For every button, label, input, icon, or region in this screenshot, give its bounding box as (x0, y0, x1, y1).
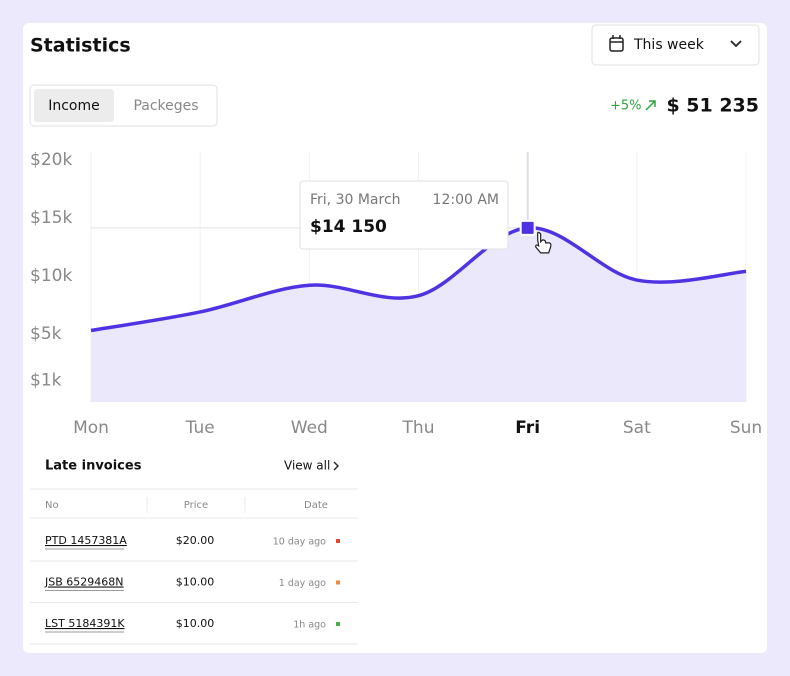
period-label: This week (633, 37, 705, 53)
y-tick-label: $5k (30, 324, 62, 344)
x-tick-label: Wed (291, 418, 328, 438)
y-tick-label: $10k (30, 266, 72, 286)
y-tick-label: $1k (30, 370, 62, 390)
date: 1h ago (293, 620, 326, 631)
total: $ 51 235 (666, 95, 759, 117)
column-header: Price (184, 500, 208, 511)
tooltip-date: Fri, 30 March (310, 192, 401, 208)
line (90, 226, 747, 333)
column-header: No (45, 500, 59, 511)
x-tick-label: Mon (73, 418, 109, 438)
column-header: Date (304, 500, 328, 511)
change: +5% (610, 99, 642, 114)
invoice-no: JSB 6529468N (44, 576, 124, 589)
status-dot (336, 580, 340, 585)
invoice-no: PTD 1457381A (45, 534, 127, 547)
y-tick-label: $20k (30, 150, 72, 170)
chevron (333, 461, 339, 471)
tab[interactable]: Income (48, 98, 100, 114)
tab[interactable]: Packeges (133, 98, 198, 114)
title: Statistics (30, 35, 131, 57)
y-tick-label: $15k (30, 208, 72, 228)
invoice-no: LST 5184391K (45, 617, 125, 630)
tooltip-time: 12:00 AM (433, 192, 499, 208)
x-tick-label: Tue (185, 418, 215, 438)
area (91, 227, 746, 402)
table-title: Late invoices (45, 459, 142, 474)
chart: $1k $5k $10k $15k $20k Mon Tue Wed Thu Fri Sat Sun F… (30, 150, 762, 438)
x-tick-label: Sat (623, 418, 651, 438)
status-dot (336, 539, 340, 543)
period-dropdown[interactable]: This week (591, 24, 760, 66)
cursor (535, 231, 552, 254)
tooltip-value: $14 150 (310, 217, 387, 237)
up-arrow (645, 100, 656, 111)
view-all[interactable]: View all (284, 459, 330, 473)
price: $10.00 (176, 576, 215, 589)
table: Late invoices View all No Price Date PTD 1457… (30, 459, 358, 645)
date: 10 day ago (273, 537, 326, 548)
tooltip (299, 180, 509, 250)
x-tick-label: Sun (730, 418, 762, 438)
x-tick-label: Thu (402, 418, 435, 438)
price: $10.00 (176, 617, 215, 630)
price: $20.00 (176, 534, 215, 547)
x-tick-label: Fri (515, 418, 540, 438)
date: 1 day ago (279, 578, 326, 589)
tab-active-bg (34, 89, 114, 122)
point (519, 219, 536, 236)
status-dot (336, 622, 340, 626)
